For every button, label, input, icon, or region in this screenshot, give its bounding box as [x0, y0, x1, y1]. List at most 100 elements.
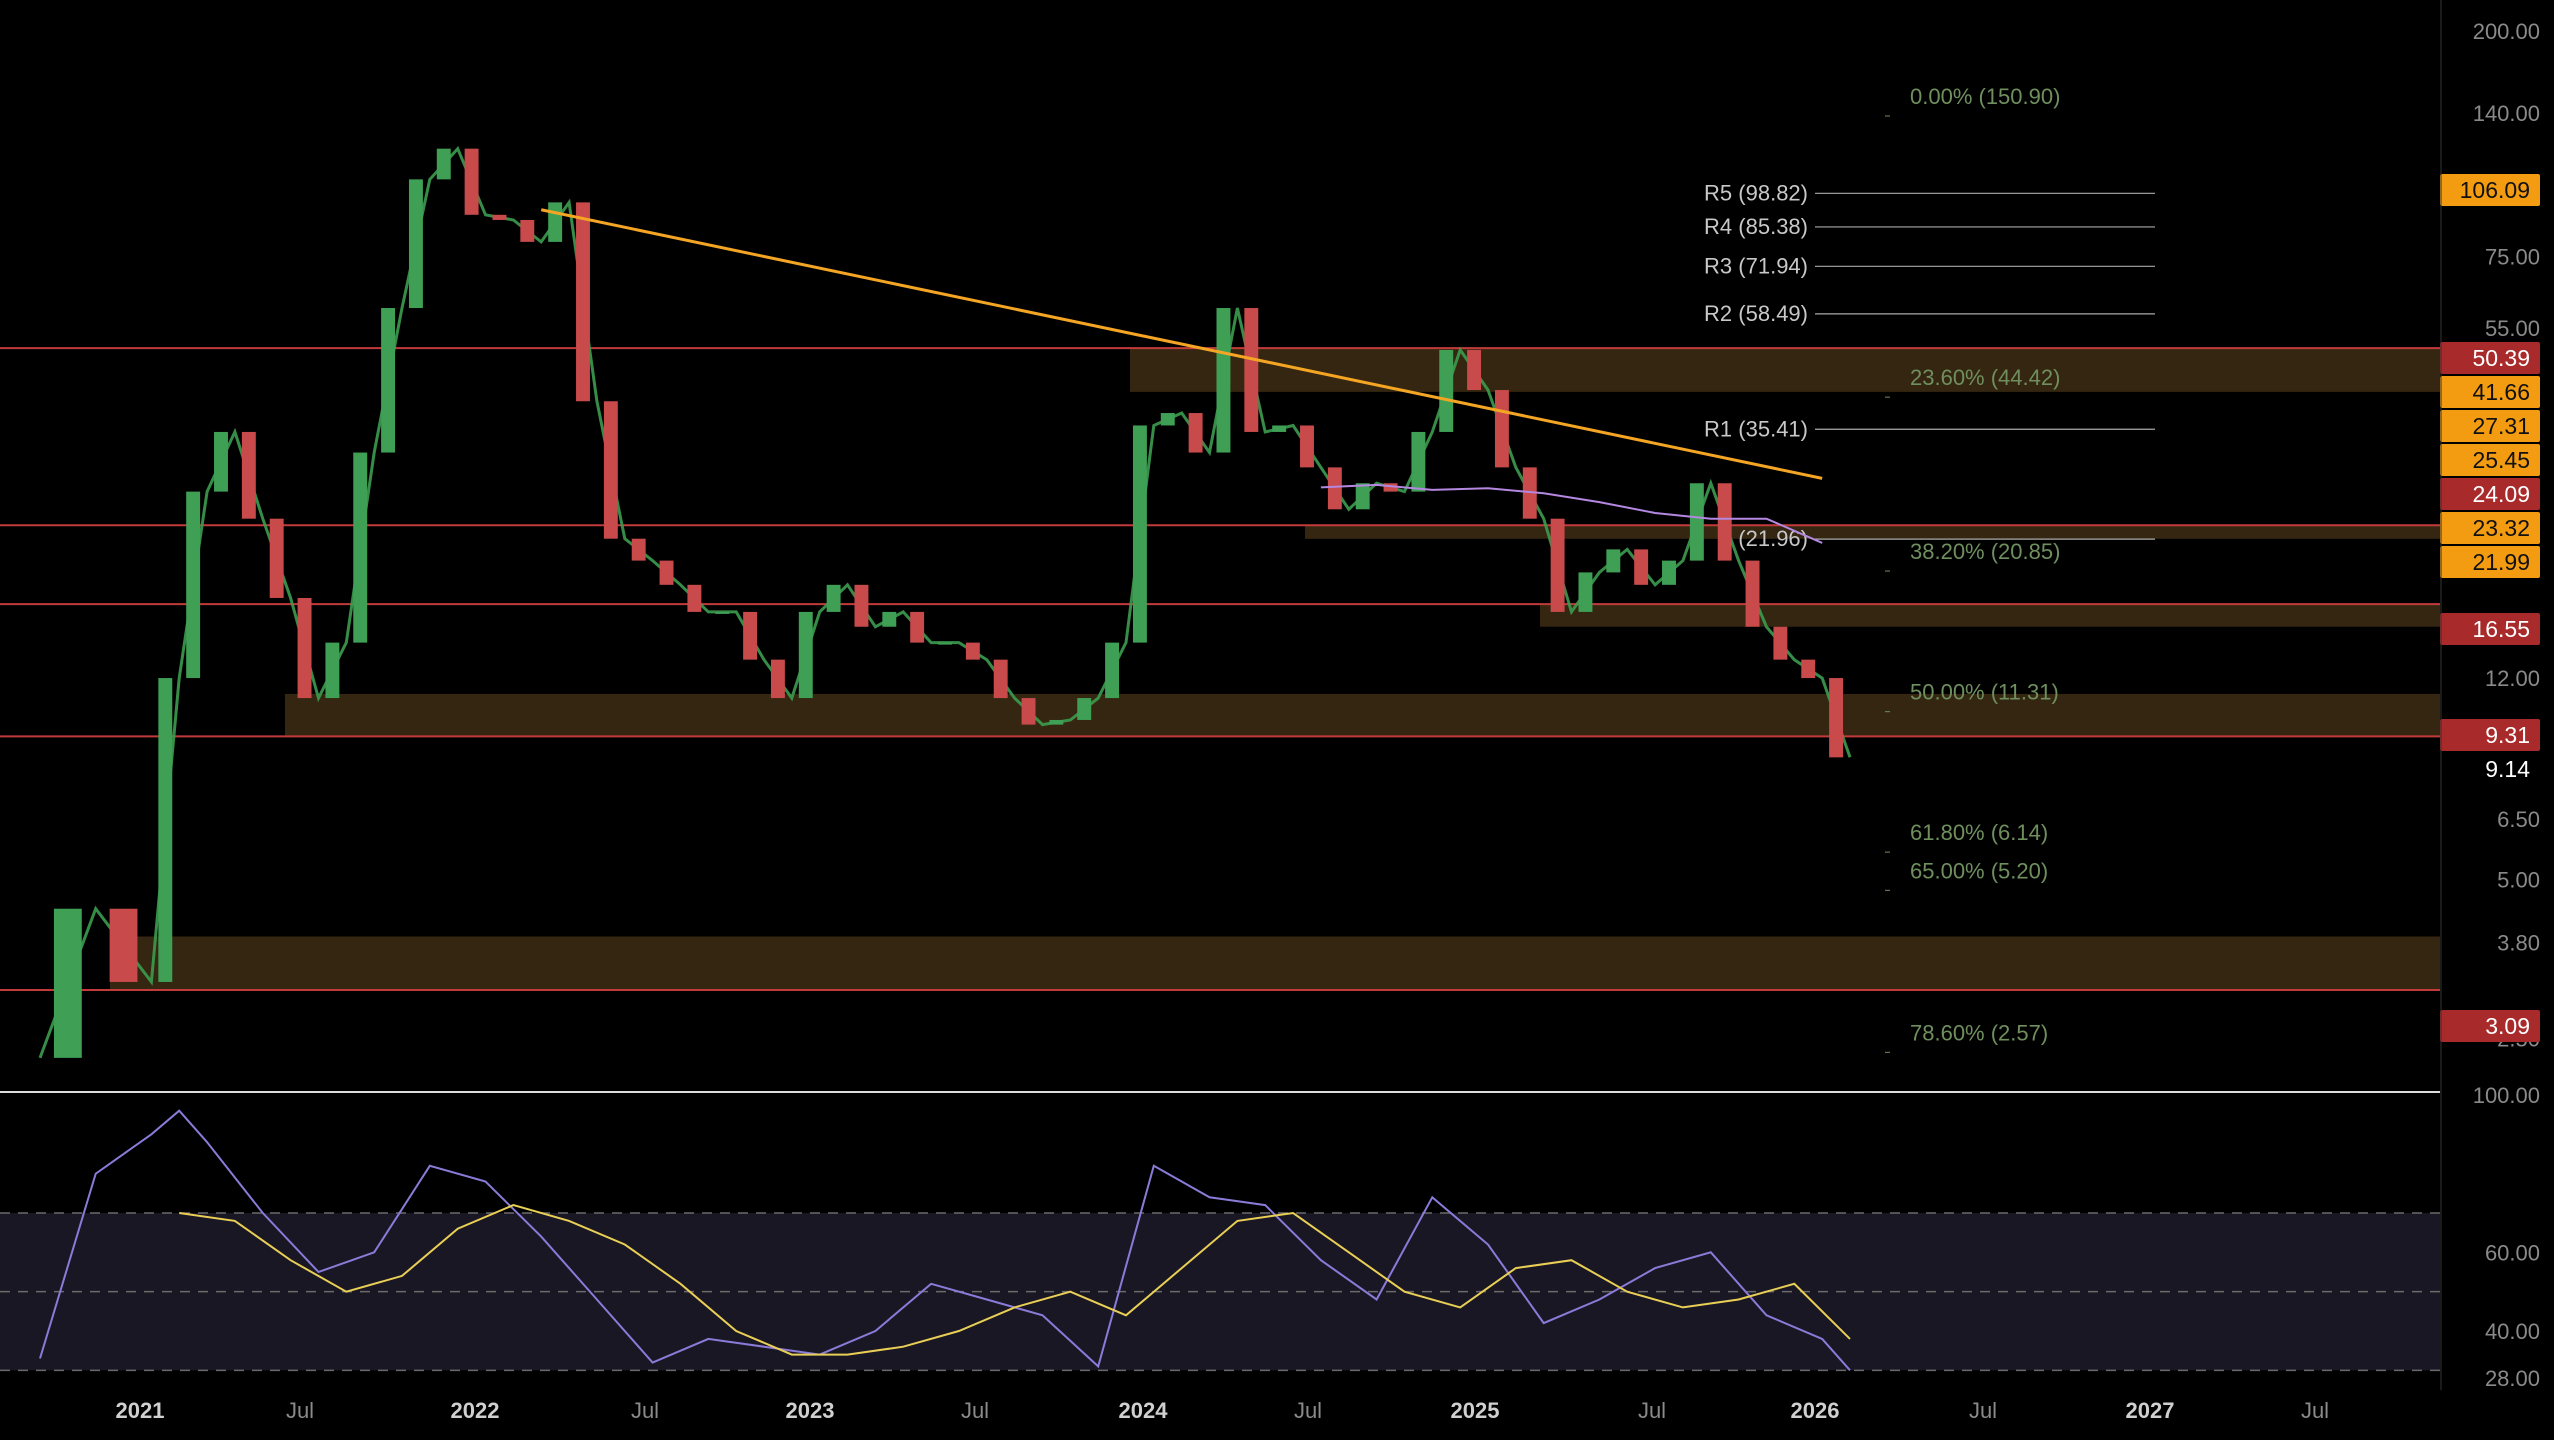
price-candle — [1105, 642, 1120, 699]
x-axis-tick: 2023 — [786, 1398, 835, 1423]
x-axis-tick: Jul — [631, 1398, 659, 1423]
fib-label: 38.20% (20.85) — [1910, 539, 2060, 564]
price-candle — [965, 642, 980, 660]
price-badge-label: 9.14 — [2485, 756, 2530, 782]
price-candle — [53, 908, 82, 1058]
price-candle — [492, 214, 507, 220]
price-badge — [2440, 342, 2540, 374]
price-badge — [2440, 719, 2540, 751]
price-badge-label: 41.66 — [2472, 379, 2530, 405]
price-candle — [1244, 308, 1259, 432]
x-axis-tick: Jul — [286, 1398, 314, 1423]
price-badge-label: 25.45 — [2472, 447, 2530, 473]
price-badge-label: 21.99 — [2472, 549, 2530, 575]
price-candle — [631, 538, 646, 561]
rsi-axis-tick: 40.00 — [2485, 1319, 2540, 1344]
x-axis-tick: 2025 — [1451, 1398, 1500, 1423]
price-axis-tick: 55.00 — [2485, 316, 2540, 341]
rsi-signal-line — [179, 1204, 1851, 1356]
price-badge — [2440, 444, 2540, 476]
moving-average-line — [1320, 483, 1823, 544]
price-candle — [1467, 349, 1482, 391]
pivot-label: R5 (98.82) — [1704, 180, 1808, 205]
price-candle — [1188, 413, 1203, 453]
pivot-label: R2 (58.49) — [1704, 301, 1808, 326]
price-candle — [1522, 467, 1537, 519]
pivot-label: R1 (35.41) — [1704, 416, 1808, 441]
x-axis-tick: 2027 — [2126, 1398, 2175, 1423]
price-candle — [1662, 560, 1676, 585]
price-candle — [1439, 349, 1454, 432]
price-candle — [408, 179, 423, 309]
price-candle — [325, 642, 340, 699]
support-zone — [285, 693, 2440, 737]
rsi-axis-tick: 100.00 — [2473, 1083, 2540, 1108]
rsi-line — [39, 1109, 1851, 1371]
price-candle — [910, 611, 925, 643]
rsi-band — [0, 1213, 2440, 1371]
pivot-label: R4 (85.38) — [1704, 214, 1808, 239]
price-candle — [520, 219, 535, 242]
price-badge-label: 106.09 — [2460, 177, 2530, 203]
trendline — [540, 208, 1823, 480]
x-axis-tick: Jul — [1638, 1398, 1666, 1423]
x-axis-tick: 2024 — [1119, 1398, 1169, 1423]
x-axis-tick: 2026 — [1791, 1398, 1840, 1423]
price-candle — [297, 597, 312, 699]
x-axis-tick: 2021 — [116, 1398, 165, 1423]
price-badge — [2440, 1010, 2540, 1042]
price-badge-label: 24.09 — [2472, 481, 2530, 507]
fib-label: 65.00% (5.20) — [1910, 858, 2048, 883]
price-candle — [743, 611, 758, 660]
price-candle — [381, 308, 396, 453]
price-badge — [2440, 174, 2540, 206]
price-badge-label: 50.39 — [2472, 345, 2530, 371]
price-axis-tick: 200.00 — [2473, 19, 2540, 44]
price-candle — [548, 202, 563, 242]
support-zone — [1305, 525, 2440, 539]
price-candle — [770, 659, 785, 699]
price-candle — [1327, 467, 1342, 510]
price-badge — [2440, 410, 2540, 442]
price-candle — [436, 148, 451, 180]
price-candle — [715, 611, 730, 614]
price-axis-tick: 75.00 — [2485, 245, 2540, 270]
price-axis-tick: 3.80 — [2497, 930, 2540, 955]
price-axis-tick: 6.50 — [2497, 807, 2540, 832]
price-candle — [603, 401, 618, 539]
price-candle — [1077, 698, 1092, 720]
price-candle — [826, 584, 841, 612]
price-candle — [854, 584, 869, 627]
price-axis-tick: 5.00 — [2497, 867, 2540, 892]
price-candle — [158, 678, 173, 982]
price-candle — [1494, 390, 1509, 468]
price-candle — [1383, 483, 1398, 492]
price-badge-label: 3.09 — [2485, 1013, 2530, 1039]
support-zone — [1130, 348, 2440, 392]
price-candle — [938, 642, 952, 645]
price-candle — [1216, 308, 1231, 453]
support-zone — [110, 936, 2440, 990]
price-candle — [798, 611, 813, 699]
price-candle — [1578, 572, 1593, 612]
price-badge — [2440, 478, 2540, 510]
price-candle — [1689, 483, 1704, 561]
rsi-axis-tick: 28.00 — [2485, 1366, 2540, 1391]
price-badge-label: 16.55 — [2472, 616, 2530, 642]
price-candle — [1021, 698, 1036, 725]
price-candle — [1355, 483, 1370, 510]
price-candle — [1717, 483, 1732, 561]
price-candle — [882, 611, 897, 627]
x-axis-tick: Jul — [961, 1398, 989, 1423]
price-candle — [1411, 431, 1426, 492]
price-candle — [687, 584, 702, 612]
fib-label: 78.60% (2.57) — [1910, 1020, 2048, 1045]
price-candle — [241, 431, 256, 519]
price-candle — [1160, 413, 1175, 426]
x-axis-tick: Jul — [2301, 1398, 2329, 1423]
price-candle — [659, 560, 674, 585]
price-candle — [214, 431, 228, 492]
x-axis-tick: Jul — [1969, 1398, 1997, 1423]
price-candle — [1300, 425, 1314, 468]
